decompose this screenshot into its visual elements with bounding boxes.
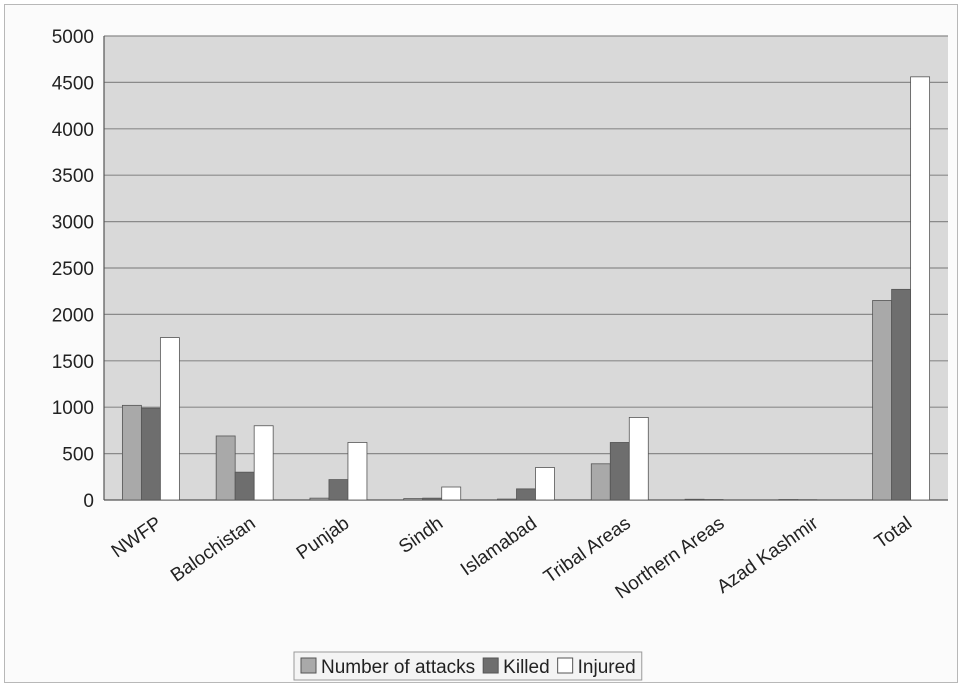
- bar-injured: [441, 486, 462, 501]
- y-tick-label: 3500: [52, 166, 94, 187]
- y-tick-label: 1000: [52, 398, 94, 419]
- x-tick-label: Azad Kashmir: [713, 513, 822, 598]
- bar-killed: [140, 407, 161, 501]
- bar-number-of-attacks: [590, 463, 611, 501]
- y-tick-label: 0: [83, 491, 94, 512]
- plot-area: [104, 35, 948, 500]
- bar-killed: [516, 488, 536, 501]
- bar-number-of-attacks: [121, 404, 142, 501]
- bar-killed: [891, 288, 912, 501]
- bar-injured: [910, 76, 931, 501]
- bar-number-of-attacks: [215, 435, 236, 501]
- bar-killed: [234, 471, 255, 501]
- bar-killed: [609, 442, 630, 501]
- legend-label: Number of attacks: [321, 657, 475, 678]
- bar-injured: [535, 467, 555, 501]
- legend-label: Killed: [503, 657, 549, 678]
- y-tick-label: 4000: [52, 120, 94, 141]
- bar-number-of-attacks: [309, 497, 330, 501]
- x-axis: NWFP Balochistan Punjab Sindh Islamabad Triba…: [104, 499, 948, 603]
- bar-killed: [328, 479, 349, 501]
- x-tick-label: Balochistan: [167, 513, 260, 587]
- legend-swatch: [557, 657, 574, 674]
- x-tick-label: Total: [871, 513, 916, 553]
- x-tick-label: NWFP: [108, 513, 166, 562]
- legend-box: [293, 651, 643, 681]
- y-tick-label: 2000: [52, 305, 94, 326]
- bar-number-of-attacks: [497, 498, 517, 501]
- bar-number-of-attacks: [403, 498, 424, 501]
- y-tick-label: 3000: [52, 213, 94, 234]
- y-tick-label: 4500: [52, 73, 94, 94]
- x-tick-label: Sindh: [395, 513, 447, 558]
- y-tick-label: 500: [62, 445, 94, 466]
- legend-swatch: [300, 657, 317, 674]
- y-tick-label: 1500: [52, 352, 94, 373]
- legend-swatch: [482, 657, 499, 674]
- bar-injured: [628, 417, 649, 501]
- y-axis: 0 500 1000 1500 2000 2500 3000 3500 4000 4500 5000: [52, 27, 105, 512]
- x-tick-label: Punjab: [293, 513, 354, 564]
- bar-number-of-attacks: [684, 498, 705, 501]
- legend-label: Injured: [578, 657, 636, 678]
- bar-injured: [347, 442, 368, 501]
- legend: Number of attacks Killed Injured: [293, 651, 643, 681]
- x-tick-label: Islamabad: [457, 513, 541, 580]
- x-tick-label: Tribal Areas: [540, 513, 635, 588]
- bars: [121, 76, 931, 501]
- bar-killed: [422, 497, 443, 501]
- bar-number-of-attacks: [872, 300, 893, 501]
- y-tick-label: 2500: [52, 259, 94, 280]
- bar-injured: [159, 337, 180, 501]
- y-tick-label: 5000: [52, 27, 94, 48]
- bar-injured: [253, 425, 274, 501]
